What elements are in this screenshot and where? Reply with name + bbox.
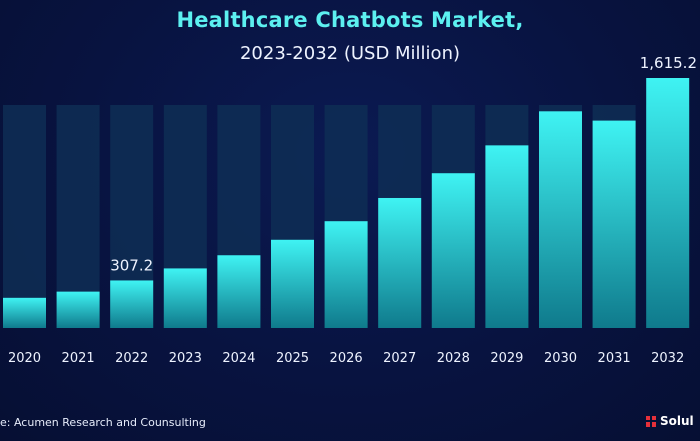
x-tick-label: 2027 [383, 351, 416, 366]
bar-2024 [217, 255, 261, 328]
x-tick-label: 2021 [62, 351, 95, 366]
data-label: 307.2 [110, 256, 153, 274]
bar-2028 [431, 173, 475, 328]
source-note: e: Acumen Research and Counsulting [0, 416, 206, 429]
bar-2021 [56, 291, 100, 328]
column-band [3, 105, 46, 328]
x-tick-label: 2032 [651, 351, 684, 366]
x-tick-label: 2028 [437, 351, 470, 366]
bar-2032 [646, 78, 690, 328]
bars [3, 78, 690, 329]
x-tick-label: 2031 [598, 351, 631, 366]
bar-2029 [485, 145, 529, 328]
bar-2023 [163, 268, 207, 328]
x-tick-label: 2023 [169, 351, 202, 366]
column-band [56, 105, 100, 328]
brand-logo: Solul [646, 414, 694, 428]
x-tick-label: 2026 [330, 351, 363, 366]
x-tick-label: 2029 [490, 351, 523, 366]
bar-2031 [592, 120, 636, 329]
x-tick-label: 2020 [8, 351, 41, 366]
bar-2022 [110, 280, 154, 328]
bar-2020 [3, 297, 46, 328]
x-tick-label: 2025 [276, 351, 309, 366]
data-label: 1,615.2 [640, 54, 697, 72]
bar-2025 [271, 239, 314, 328]
bar-2026 [324, 221, 368, 328]
bar-2030 [539, 111, 582, 329]
x-tick-label: 2022 [115, 351, 148, 366]
x-tick-label: 2030 [544, 351, 577, 366]
brand-name: Solul [660, 414, 694, 428]
x-tick-label: 2024 [222, 351, 255, 366]
x-axis-tick-labels: 2020 2021 2022 2023 2024 2025 2026 2027 2028 2029… [8, 351, 684, 366]
bar-2027 [378, 197, 422, 328]
chart-title: Healthcare Chatbots Market, [176, 8, 524, 32]
data-labels: 307.2 1,615.2 [110, 54, 697, 274]
logo-mark-icon [646, 415, 656, 427]
chart-subtitle: 2023-2032 (USD Million) [239, 43, 461, 64]
